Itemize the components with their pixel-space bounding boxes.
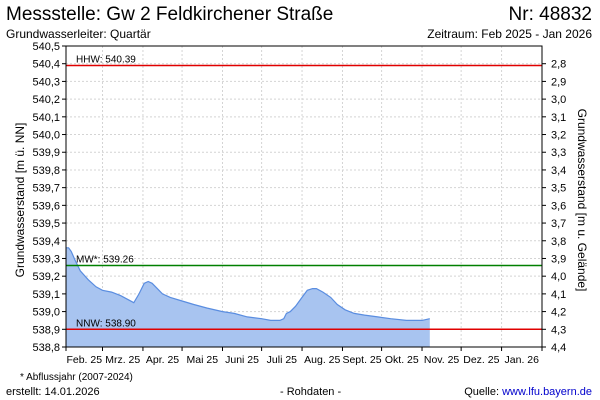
reference-line-label: HHW: 540.39 [76, 54, 136, 65]
y2-tick-label: 3,8 [551, 236, 566, 248]
chart-area-layer [66, 247, 430, 347]
plot-frame [65, 45, 543, 348]
y-tick-label: 540,2 [32, 94, 60, 106]
x-tick-label: Nov. 25 [424, 354, 460, 366]
x-tick-label: Apr. 25 [146, 354, 179, 366]
x-tick-label: Okt. 25 [385, 354, 419, 366]
source-prefix: Quelle: [464, 386, 503, 398]
y2-tick-label: 2,8 [551, 59, 566, 71]
y-tick-label: 539,1 [32, 289, 60, 301]
reference-lines: HHW: 540.39 MW*: 539.26 NNW: 538.90 [66, 54, 542, 331]
y-tick-label: 539,2 [32, 271, 60, 283]
x-tick-label: Jan. 26 [505, 354, 540, 366]
y2-tick-label: 3,5 [551, 183, 566, 195]
y2-tick-label: 4,2 [551, 307, 566, 319]
y2-tick-label: 4,3 [551, 324, 566, 336]
raw-data-note: - Rohdaten - [280, 386, 342, 398]
y-tick-label: 540,5 [32, 41, 60, 53]
y2-tick-label: 3,0 [551, 94, 566, 106]
aquifer-label: Grundwasserleiter: Quartär [6, 27, 151, 41]
y-tick-label: 539,0 [32, 307, 60, 319]
y2-tick-label: 4,4 [551, 342, 566, 354]
x-tick-label: Juli 25 [267, 354, 298, 366]
x-tick-label: Feb. 25 [66, 354, 102, 366]
groundwater-area [66, 247, 430, 347]
source-link[interactable]: www.lfu.bayern.de [502, 386, 592, 398]
groundwater-line [66, 247, 430, 321]
x-tick-label: Juni 25 [225, 354, 259, 366]
y-tick-label: 538,9 [32, 324, 60, 336]
y2-tick-label: 2,9 [551, 76, 566, 88]
y-tick-label: 540,3 [32, 76, 60, 88]
y-tick-label: 540,4 [32, 59, 60, 71]
x-tick-label: Aug. 25 [304, 354, 340, 366]
y-tick-label: 539,5 [32, 218, 60, 230]
x-tick-label: Sept. 25 [342, 354, 381, 366]
chart-axes: 538,8 538,9 539,0 539,1 539,2 539,3 539,4 539,5… [32, 41, 566, 366]
y2-tick-label: 4,0 [551, 271, 566, 283]
y-tick-label: 539,8 [32, 165, 60, 177]
created-date: erstellt: 14.01.2026 [6, 386, 100, 398]
y-tick-label: 540,1 [32, 112, 60, 124]
y2-tick-label: 3,2 [551, 130, 566, 142]
y2-tick-label: 3,4 [551, 165, 566, 177]
y2-tick-label: 4,1 [551, 289, 566, 301]
y2-tick-label: 3,9 [551, 253, 566, 265]
y-tick-label: 538,8 [32, 342, 60, 354]
x-tick-label: Mrz. 25 [105, 354, 140, 366]
period-label: Zeitraum: Feb 2025 - Jan 2026 [427, 27, 592, 41]
y2-tick-label: 3,6 [551, 200, 566, 212]
y-tick-label: 539,3 [32, 253, 60, 265]
station-number: Nr: 48832 [508, 4, 592, 25]
y2-tick-label: 3,1 [551, 112, 566, 124]
footnote: * Abflussjahr (2007-2024) [20, 372, 133, 383]
y2-tick-label: 3,3 [551, 147, 566, 159]
x-tick-label: Mai 25 [187, 354, 219, 366]
source-note: Quelle: www.lfu.bayern.de [464, 386, 592, 398]
y-axis-label: Grundwasserstand [m ü. NN] [13, 123, 27, 278]
y-tick-label: 539,4 [32, 236, 60, 248]
y-tick-label: 539,6 [32, 200, 60, 212]
y-tick-label: 540,0 [32, 130, 60, 142]
page-title: Messstelle: Gw 2 Feldkirchener Straße [6, 4, 334, 25]
y-tick-label: 539,9 [32, 147, 60, 159]
y-tick-label: 539,7 [32, 183, 60, 195]
y2-tick-label: 3,7 [551, 218, 566, 230]
reference-line-label: MW*: 539.26 [76, 255, 134, 266]
x-tick-label: Dez. 25 [463, 354, 499, 366]
reference-line-label: NNW: 538.90 [76, 318, 136, 329]
y2-axis-label: Grundwasserstand [m u. Gelände] [575, 109, 589, 292]
